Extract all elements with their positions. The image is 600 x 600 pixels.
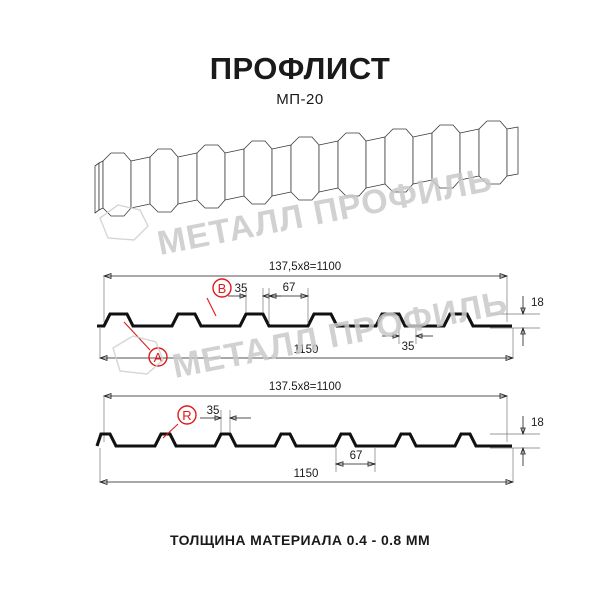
isometric-ribs bbox=[102, 120, 519, 217]
dimension-lower-width-1: 35 bbox=[382, 316, 433, 353]
dimension-crest-width-1: 35 bbox=[228, 283, 281, 312]
callout-b: B bbox=[206, 278, 232, 317]
callout-r: R bbox=[162, 405, 197, 439]
dimension-height-2: 18 bbox=[490, 416, 544, 466]
page-title: ПРОФЛИСТ bbox=[210, 51, 391, 86]
dimension-label-crest-width-2: 35 bbox=[207, 405, 220, 417]
profile-outline-1 bbox=[97, 312, 512, 328]
dimension-label-valley-width-1: 67 bbox=[283, 282, 296, 294]
dimension-label-overall-bottom-1: 1150 bbox=[294, 344, 319, 356]
dimension-overall-bottom-2: 1150 bbox=[98, 448, 515, 485]
sheet-edge-thickness bbox=[94, 160, 104, 214]
page-subtitle: МП-20 bbox=[276, 91, 323, 108]
dimension-crest-width-2: 35 bbox=[200, 405, 251, 432]
dimension-label-lower-width-1: 35 bbox=[402, 341, 415, 353]
dimension-label-height-2: 18 bbox=[531, 417, 544, 429]
dimension-valley-width-2: 67 bbox=[334, 448, 377, 472]
dimension-label-overall-top-1: 137,5x8=1100 bbox=[269, 261, 341, 273]
dimension-overall-bottom-1: 1150 bbox=[98, 328, 515, 361]
dimension-label-overall-bottom-2: 1150 bbox=[294, 468, 319, 480]
cross-section-r: 137.5x8=1100 35 67 bbox=[95, 381, 544, 485]
callout-label-r: R bbox=[182, 408, 191, 423]
dimension-label-valley-width-2: 67 bbox=[350, 450, 363, 462]
dimension-overall-top-2: 137.5x8=1100 bbox=[102, 381, 509, 442]
dimension-height-1: 18 bbox=[490, 296, 544, 346]
dimension-overall-top-1: 137,5x8=1100 bbox=[102, 261, 509, 322]
dimension-label-crest-width-1: 35 bbox=[235, 283, 248, 295]
profile-outline-2 bbox=[95, 432, 512, 448]
footer-note: ТОЛЩИНА МАТЕРИАЛА 0.4 - 0.8 ММ bbox=[170, 532, 430, 548]
watermark-text-lower: МЕТАЛЛ ПРОФИЛЬ bbox=[169, 284, 511, 386]
dimension-label-height-1: 18 bbox=[531, 297, 544, 309]
dimension-label-overall-top-2: 137.5x8=1100 bbox=[269, 381, 341, 393]
watermark-metall-profil-lower: МЕТАЛЛ ПРОФИЛЬ bbox=[112, 284, 511, 386]
dimension-valley-width-1: 67 bbox=[267, 282, 310, 324]
callout-a: A bbox=[123, 321, 168, 367]
profiled-sheet-3d-view bbox=[94, 120, 519, 217]
callout-label-b: B bbox=[218, 281, 227, 296]
callout-label-a: A bbox=[154, 350, 163, 365]
